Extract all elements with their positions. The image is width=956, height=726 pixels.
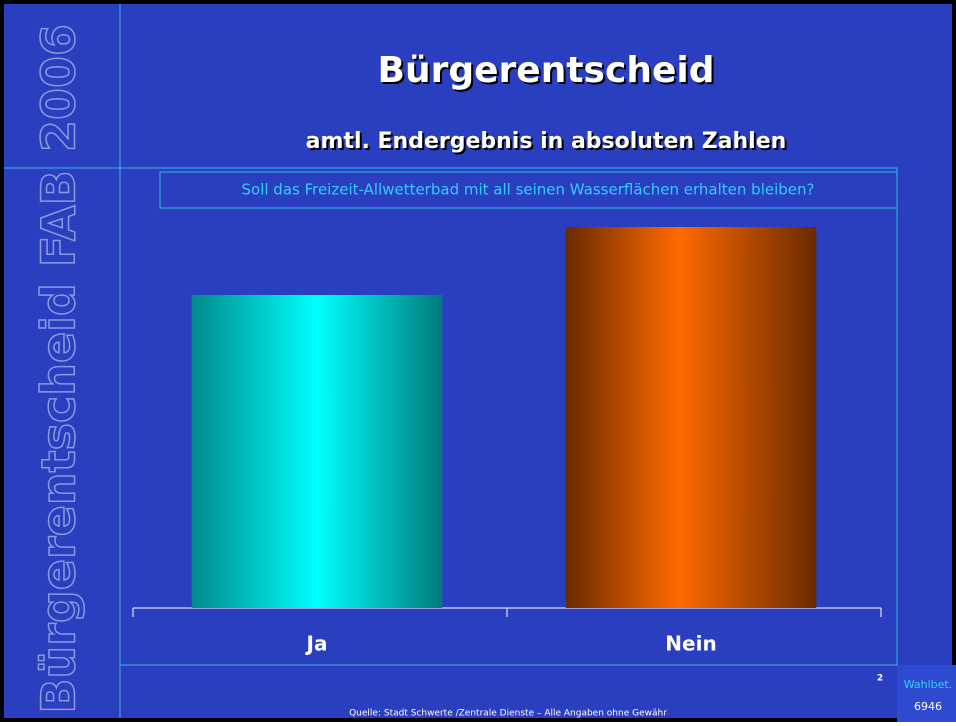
footer-box: [897, 665, 956, 722]
source: Quelle: Stadt Schwerte /Zentrale Dienste…: [349, 709, 667, 719]
footer-box-value: 6946: [914, 700, 942, 713]
page-number: 2: [877, 674, 883, 684]
subtitle: amtl. Endergebnis in absoluten Zahlen: [306, 129, 787, 154]
bar: [192, 295, 443, 608]
title: Bürgerentscheid: [378, 50, 715, 91]
bar: [566, 227, 817, 608]
chart-question: Soll das Freizeit-Allwetterbad mit all s…: [242, 181, 815, 199]
x-tick-label: Ja: [305, 632, 328, 656]
side-year: 2006: [32, 24, 86, 152]
side-label: Bürgerentscheid FAB: [32, 170, 86, 713]
x-tick-label: Nein: [665, 632, 716, 656]
footer-box-label: Wahlbet.: [904, 678, 953, 691]
slide: 2006 Bürgerentscheid FAB Bürgerentscheid…: [0, 0, 956, 722]
